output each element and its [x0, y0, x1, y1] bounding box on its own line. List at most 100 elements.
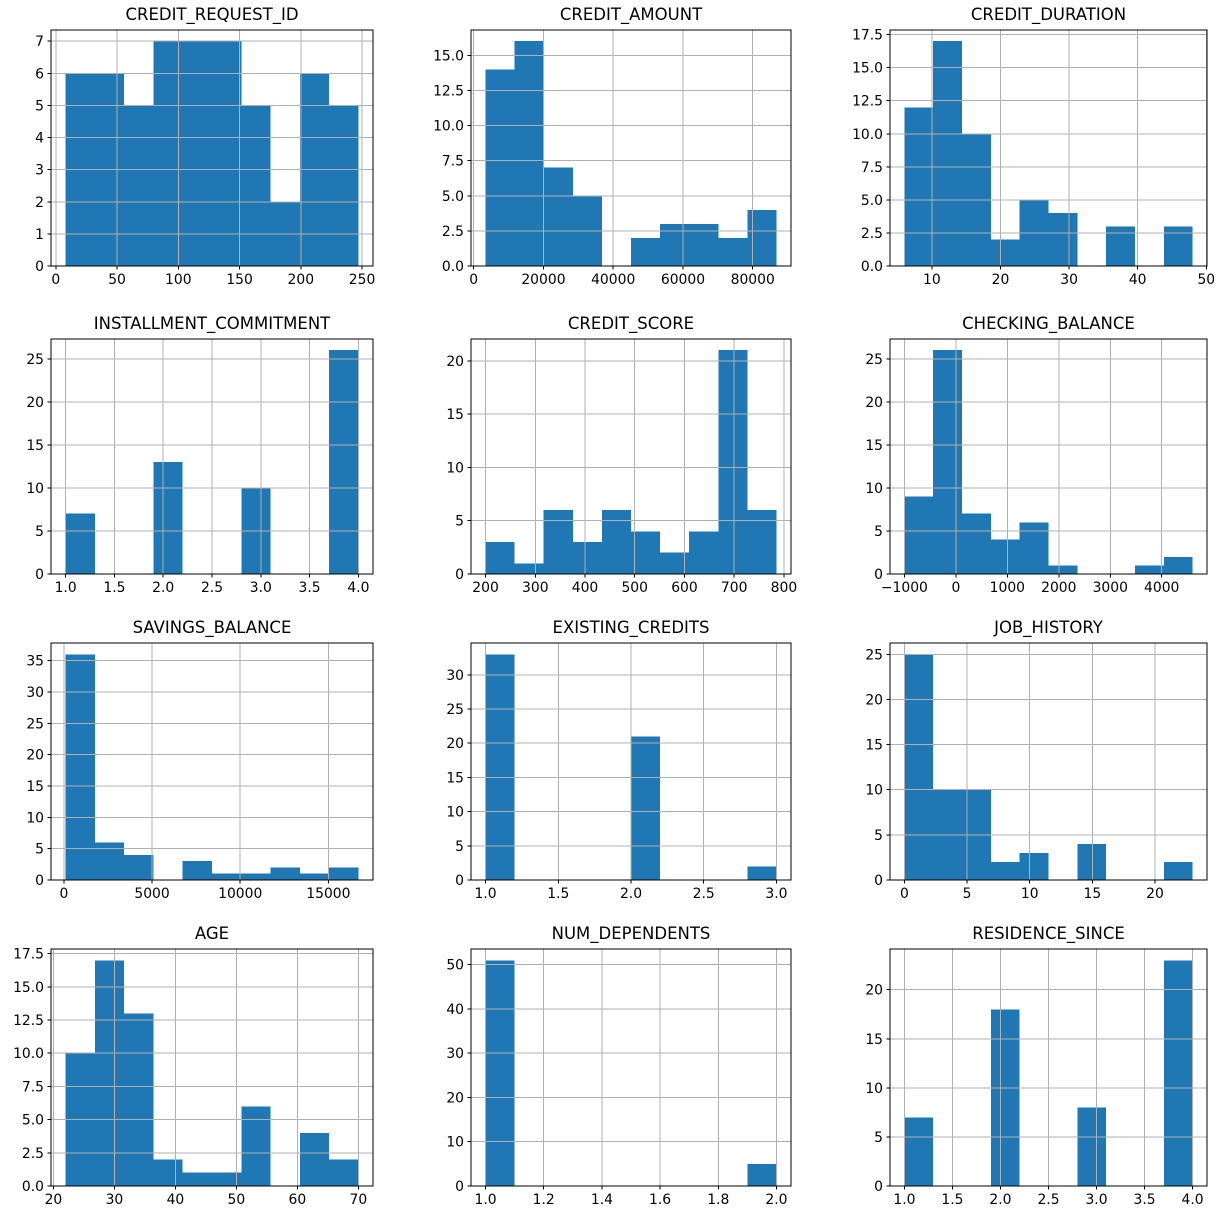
- subplot-title: NUM_DEPENDENTS: [551, 924, 711, 943]
- svg-text:50: 50: [1197, 272, 1215, 288]
- subplot-title: JOB_HISTORY: [994, 618, 1103, 637]
- subplot-credit-amount: CREDIT_AMOUNT 0 20000 40000 60000 80000 0.0 2.…: [410, 0, 821, 305]
- subplot-residence-since: RESIDENCE_SINCE 1.0 1.5 2.0 2.5 3.0 3.5 4.0 0 5 1…: [821, 915, 1231, 1220]
- svg-text:5: 5: [874, 828, 883, 844]
- histogram-canvas: 0 50 100 150 200 250 0 1 2 3 4 5 6 7: [35, 29, 376, 288]
- svg-text:0: 0: [455, 1179, 464, 1195]
- svg-text:10: 10: [865, 783, 883, 799]
- svg-text:1.0: 1.0: [474, 886, 496, 902]
- svg-text:10: 10: [446, 1135, 464, 1151]
- svg-text:25: 25: [26, 352, 44, 368]
- histogram-canvas: 1.0 1.5 2.0 2.5 3.0 0 5 10 15 20 25 30: [446, 642, 792, 902]
- svg-text:40: 40: [1129, 272, 1147, 288]
- svg-text:4000: 4000: [1144, 580, 1179, 596]
- subplot-installment-commitment: INSTALLMENT_COMMITMENT 1.0 1.5 2.0 2.5 3.0 3.…: [0, 305, 411, 610]
- svg-text:20: 20: [1146, 886, 1164, 902]
- svg-text:10: 10: [26, 481, 44, 497]
- svg-text:80000: 80000: [731, 272, 775, 288]
- subplot-title: RESIDENCE_SINCE: [972, 924, 1125, 943]
- svg-text:5: 5: [455, 514, 464, 530]
- svg-text:1.0: 1.0: [55, 580, 77, 596]
- svg-text:3.5: 3.5: [299, 580, 321, 596]
- svg-text:0: 0: [35, 567, 44, 583]
- subplot-title: CHECKING_BALANCE: [962, 314, 1135, 333]
- histogram-canvas: 0 20000 40000 60000 80000 0.0 2.5 5.0 7.5 10.0 12.…: [433, 29, 792, 288]
- svg-text:7.5: 7.5: [861, 160, 883, 176]
- subplot-age: AGE 20 30 40 50 60 70 0.0 2.5 5.0 7.5 10.0 12.5 15.0…: [0, 915, 411, 1220]
- histogram-canvas: 1.0 1.5 2.0 2.5 3.0 3.5 4.0 0 5 10 15 20: [865, 948, 1208, 1208]
- svg-text:2.0: 2.0: [620, 886, 642, 902]
- svg-text:10: 10: [446, 460, 464, 476]
- svg-text:40: 40: [167, 1192, 185, 1208]
- svg-text:2: 2: [35, 195, 44, 211]
- svg-text:15.0: 15.0: [852, 61, 883, 77]
- svg-text:1.8: 1.8: [707, 1192, 729, 1208]
- svg-text:10: 10: [865, 1081, 883, 1097]
- svg-text:30: 30: [26, 685, 44, 701]
- svg-text:15000: 15000: [306, 886, 350, 902]
- svg-text:5: 5: [35, 524, 44, 540]
- histogram-canvas: 10 20 30 40 50 0.0 2.5 5.0 7.5 10.0 12.5 15.0 17.5: [852, 28, 1215, 288]
- svg-text:40000: 40000: [591, 272, 635, 288]
- svg-text:0: 0: [469, 272, 478, 288]
- svg-text:0: 0: [35, 873, 44, 889]
- svg-text:15: 15: [865, 1032, 883, 1048]
- subplot-title: CREDIT_REQUEST_ID: [125, 5, 299, 24]
- svg-text:15.0: 15.0: [13, 980, 44, 996]
- histogram-canvas: 0 5 10 15 20 0 5 10 15 20 25: [865, 642, 1208, 902]
- svg-text:3000: 3000: [1093, 580, 1128, 596]
- subplot-credit-duration: CREDIT_DURATION 10 20 30 40 50 0.0 2.5 5.0 7.5 10…: [821, 0, 1231, 305]
- svg-text:50: 50: [446, 958, 464, 974]
- svg-text:20: 20: [992, 272, 1010, 288]
- svg-text:17.5: 17.5: [852, 28, 883, 44]
- subplot-title: CREDIT_DURATION: [970, 5, 1127, 24]
- svg-text:0: 0: [874, 1179, 883, 1195]
- svg-text:5.0: 5.0: [442, 189, 464, 205]
- histogram-canvas: 1.0 1.2 1.4 1.6 1.8 2.0 0 10 20 30 40 50: [446, 948, 792, 1208]
- svg-text:60000: 60000: [661, 272, 705, 288]
- svg-text:15: 15: [446, 770, 464, 786]
- svg-text:1: 1: [35, 227, 44, 243]
- svg-text:5: 5: [874, 1130, 883, 1146]
- svg-text:5: 5: [455, 839, 464, 855]
- svg-text:0: 0: [51, 272, 60, 288]
- subplot-title: CREDIT_SCORE: [567, 314, 695, 333]
- svg-text:10: 10: [923, 272, 941, 288]
- svg-text:20: 20: [446, 736, 464, 752]
- svg-text:2.5: 2.5: [22, 1146, 44, 1162]
- svg-text:2.0: 2.0: [765, 1192, 787, 1208]
- svg-text:30: 30: [1060, 272, 1078, 288]
- subplot-title: INSTALLMENT_COMMITMENT: [93, 314, 331, 333]
- svg-text:7.5: 7.5: [22, 1079, 44, 1095]
- svg-text:15.0: 15.0: [433, 48, 464, 64]
- histogram-canvas: 0 5000 10000 15000 0 5 10 15 20 25 30 35: [26, 642, 374, 902]
- histogram-canvas: 200 300 400 500 600 700 800 0 5 10 15 20: [446, 338, 798, 596]
- svg-text:20000: 20000: [521, 272, 565, 288]
- svg-text:17.5: 17.5: [13, 947, 44, 963]
- svg-text:10: 10: [865, 481, 883, 497]
- subplot-credit-score: CREDIT_SCORE 200 300 400 500 600 700 800 0 5 10 15…: [410, 305, 821, 610]
- svg-text:800: 800: [771, 580, 798, 596]
- svg-text:1.0: 1.0: [893, 1192, 915, 1208]
- svg-text:10: 10: [1021, 886, 1039, 902]
- svg-text:2.5: 2.5: [861, 226, 883, 242]
- svg-text:5.0: 5.0: [861, 193, 883, 209]
- svg-text:4.0: 4.0: [347, 580, 369, 596]
- svg-text:1.0: 1.0: [474, 1192, 496, 1208]
- svg-text:1.2: 1.2: [533, 1192, 555, 1208]
- subplot-existing-credits: EXISTING_CREDITS 1.0 1.5 2.0 2.5 3.0 0 5 10 15 20…: [410, 610, 821, 915]
- svg-text:150: 150: [226, 272, 253, 288]
- svg-text:40: 40: [446, 1002, 464, 1018]
- svg-text:60: 60: [289, 1192, 307, 1208]
- svg-text:10: 10: [26, 810, 44, 826]
- svg-text:15: 15: [26, 779, 44, 795]
- subplot-title: EXISTING_CREDITS: [552, 618, 710, 637]
- svg-text:15: 15: [26, 438, 44, 454]
- svg-text:5000: 5000: [134, 886, 169, 902]
- svg-text:250: 250: [349, 272, 376, 288]
- svg-text:400: 400: [572, 580, 599, 596]
- svg-text:20: 20: [26, 395, 44, 411]
- svg-text:3: 3: [35, 163, 44, 179]
- svg-text:100: 100: [165, 272, 192, 288]
